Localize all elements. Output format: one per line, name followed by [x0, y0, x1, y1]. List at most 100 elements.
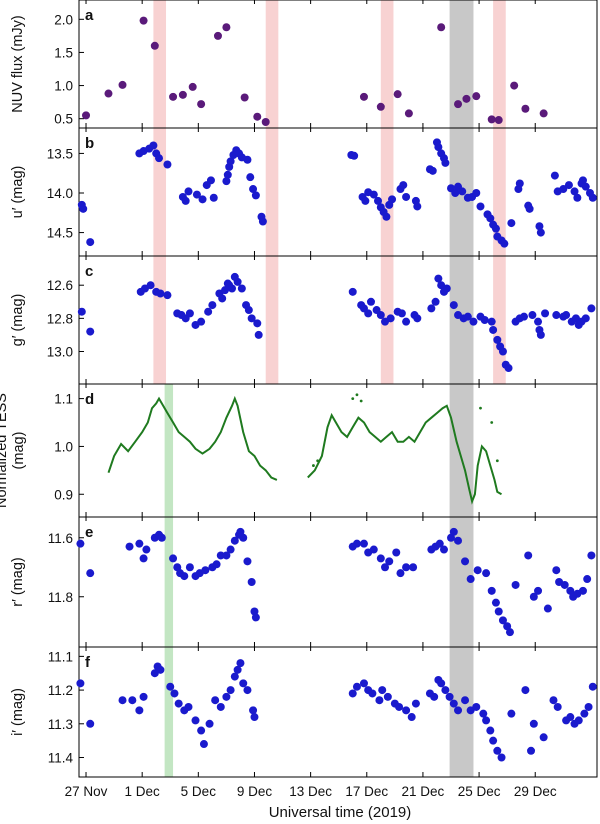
- data-point: [434, 274, 443, 283]
- data-point: [504, 364, 513, 373]
- data-point: [86, 719, 95, 728]
- data-point: [348, 287, 357, 296]
- data-point: [487, 586, 496, 595]
- data-point: [480, 316, 489, 324]
- data-point: [539, 109, 548, 118]
- data-point: [142, 545, 151, 554]
- data-point: [82, 111, 91, 120]
- data-point: [163, 160, 172, 169]
- data-point: [352, 539, 361, 548]
- y-tick-label: 1.5: [54, 45, 73, 60]
- tess-light-curve: [307, 404, 502, 505]
- data-point: [226, 686, 235, 695]
- data-point: [476, 202, 485, 211]
- panel-letter-a: a: [85, 7, 94, 24]
- y-tick-label: 11.4: [48, 751, 74, 766]
- data-point: [376, 554, 385, 563]
- data-point: [128, 696, 137, 705]
- data-point: [212, 560, 221, 569]
- data-point: [249, 706, 258, 715]
- data-point: [487, 115, 496, 124]
- data-point: [76, 679, 85, 688]
- data-point: [150, 41, 159, 50]
- data-point: [250, 713, 259, 722]
- data-point: [170, 689, 179, 698]
- flare-band: [493, 0, 506, 128]
- data-point: [208, 301, 217, 310]
- data-point: [581, 182, 590, 191]
- data-point: [454, 100, 463, 109]
- data-point: [462, 94, 471, 103]
- data-point: [581, 314, 590, 323]
- data-point: [441, 158, 450, 167]
- data-point: [479, 709, 488, 718]
- data-point: [407, 713, 416, 722]
- data-point: [428, 166, 437, 175]
- x-tick-label: 13 Dec: [289, 784, 332, 799]
- data-point: [550, 171, 559, 180]
- data-point: [588, 193, 597, 202]
- data-point: [505, 628, 514, 637]
- data-point: [507, 709, 516, 718]
- data-point: [222, 23, 231, 32]
- data-point: [206, 176, 215, 185]
- data-point: [461, 557, 470, 566]
- data-point: [236, 659, 245, 668]
- data-point: [364, 309, 373, 318]
- data-point: [535, 222, 544, 231]
- flare-band: [380, 0, 394, 128]
- y-tick-label: 14.5: [47, 226, 73, 241]
- grey-band: [449, 0, 474, 128]
- data-point: [185, 309, 194, 318]
- data-point: [527, 746, 536, 755]
- data-point: [427, 304, 436, 313]
- data-point: [449, 527, 458, 536]
- data-point: [211, 696, 220, 705]
- y-tick-label: 11.2: [48, 683, 73, 698]
- data-point: [553, 702, 562, 711]
- x-tick-label: 5 Dec: [181, 784, 217, 799]
- data-point: [191, 716, 200, 725]
- y-tick-label: 11.8: [48, 590, 73, 605]
- data-point: [243, 155, 252, 164]
- data-point: [146, 281, 155, 290]
- y-axis-label-d: Normalized TESS(mag): [0, 393, 27, 508]
- data-point: [184, 187, 193, 196]
- data-point: [79, 204, 88, 213]
- data-point: [197, 100, 206, 109]
- data-point: [369, 190, 378, 199]
- data-point: [261, 118, 270, 127]
- data-point: [135, 539, 144, 548]
- data-point: [157, 533, 166, 542]
- y-tick-label: 13.0: [47, 344, 73, 359]
- data-point: [222, 177, 231, 186]
- data-point: [246, 173, 255, 182]
- grey-band: [449, 517, 474, 647]
- data-point: [359, 92, 368, 101]
- data-point: [216, 702, 225, 711]
- y-tick-label: 1.0: [54, 79, 73, 94]
- y-axis-label-f: i′ (mag): [10, 688, 26, 736]
- data-point: [188, 82, 197, 91]
- data-point: [587, 551, 596, 560]
- data-point: [180, 572, 189, 581]
- data-point: [510, 81, 519, 90]
- y-tick-label: 13.5: [47, 146, 73, 161]
- data-point: [198, 195, 207, 204]
- data-point: [253, 319, 262, 328]
- y-tick-label: 12.6: [47, 278, 73, 293]
- data-point: [209, 193, 218, 202]
- tess-point: [316, 459, 320, 463]
- data-point: [472, 702, 481, 711]
- tess-point: [351, 397, 355, 401]
- data-point: [543, 604, 552, 613]
- x-tick-label: 17 Dec: [345, 784, 388, 799]
- data-point: [466, 575, 475, 584]
- data-point: [494, 607, 503, 616]
- data-point: [258, 217, 267, 226]
- data-point: [437, 679, 446, 688]
- data-point: [491, 598, 500, 607]
- data-point: [381, 563, 390, 572]
- tess-flare-band: [164, 384, 174, 517]
- data-point: [437, 23, 446, 32]
